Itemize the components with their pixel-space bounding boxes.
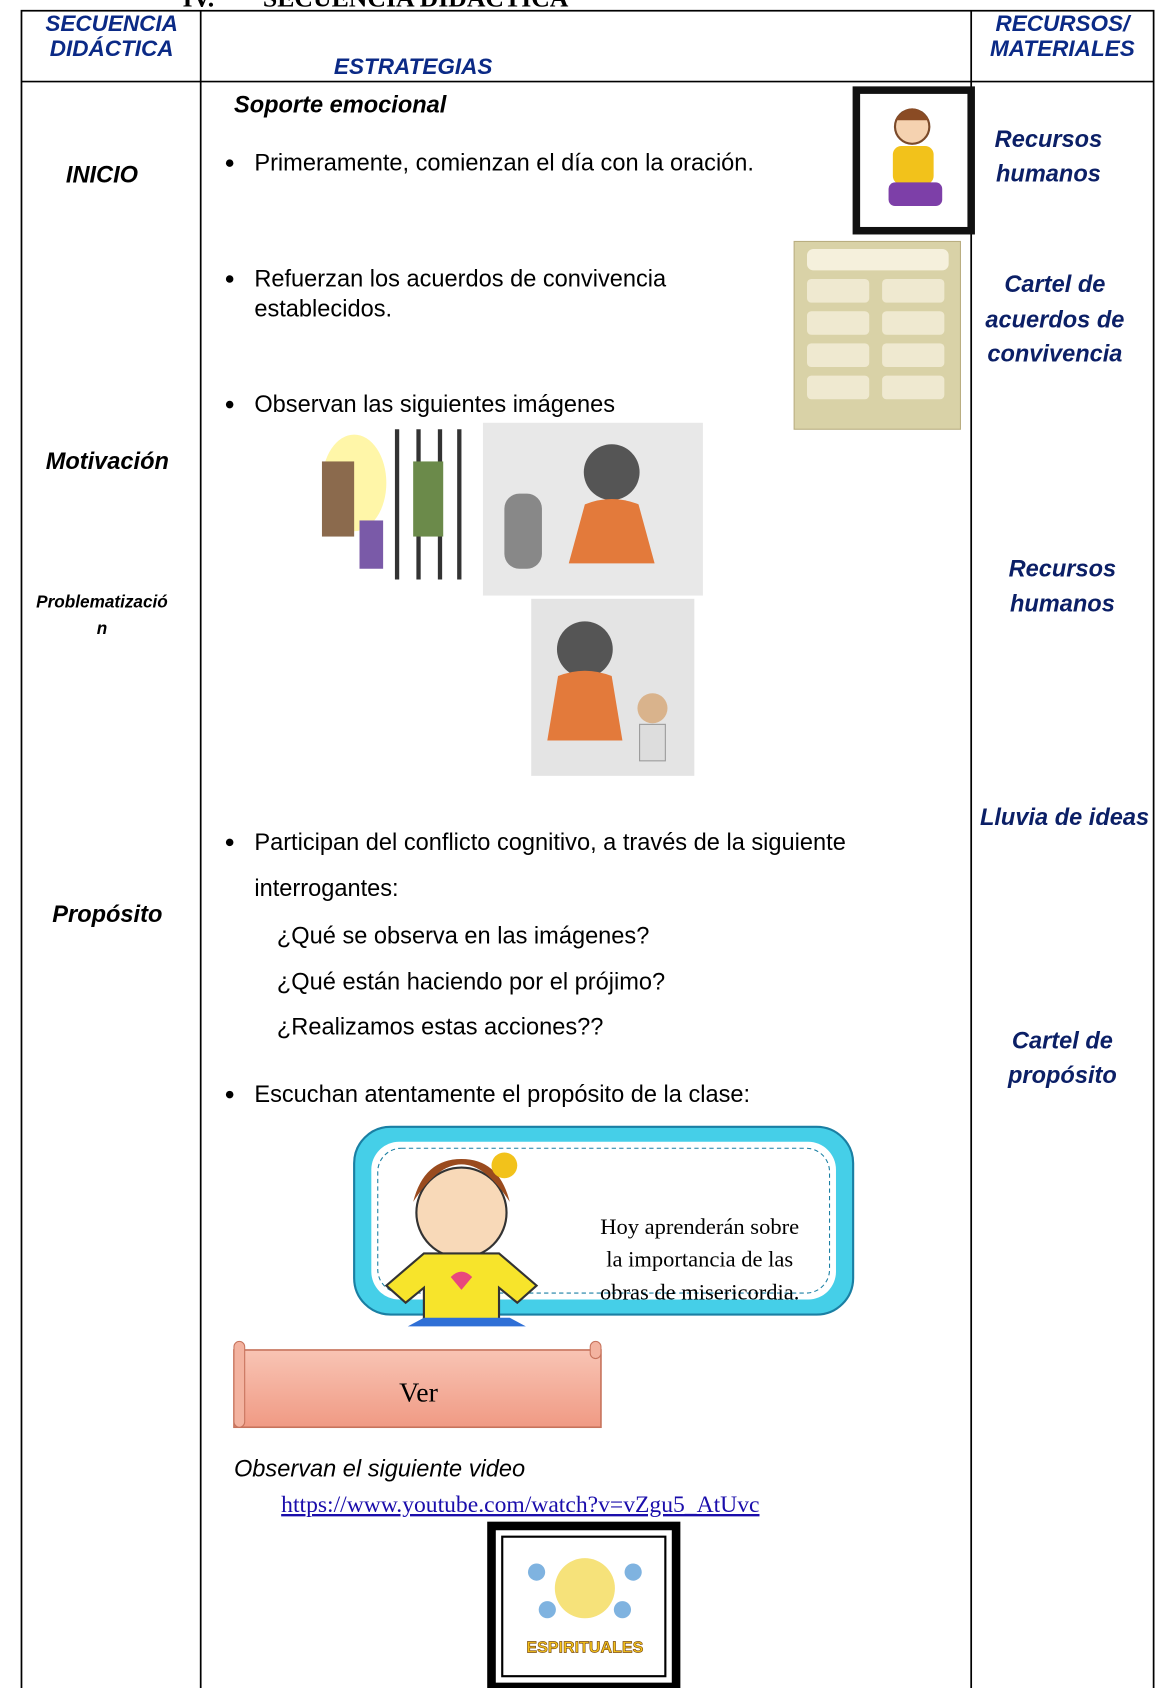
strategy-item: Participan del conflicto cognitivo, a tr… (254, 830, 846, 856)
picture-giving-shoes (531, 598, 695, 776)
strategy-item: Escuchan atentamente el propósito de la … (254, 1082, 750, 1108)
resource-label: humanos (996, 161, 1101, 187)
question: ¿Qué se observa en las imágenes? (277, 923, 649, 949)
thumbnail-text: ESPIRITUALES (526, 1639, 643, 1657)
video-link[interactable]: https://www.youtube.com/watch?v=vZgu5_At… (281, 1492, 759, 1518)
resource-label: Lluvia de ideas (980, 805, 1149, 831)
header-cell: SECUENCIA (45, 11, 178, 36)
bullets (225, 159, 234, 1099)
card-text: obras de misericordia. (600, 1280, 799, 1305)
purpose-card (353, 1125, 855, 1327)
strategy-item: establecidos. (254, 297, 392, 323)
strategy-item: Observan las siguientes imágenes (254, 392, 615, 418)
card-text: Hoy aprenderán sobre (600, 1214, 799, 1239)
scroll-button[interactable]: Ver (233, 1340, 602, 1429)
question: ¿Realizamos estas acciones?? (277, 1014, 604, 1040)
header-cell: MATERIALES (990, 36, 1135, 61)
section-title: SECUENCIA DIDÁCTICA (263, 0, 569, 12)
strategy-item: interrogantes: (254, 876, 398, 902)
resource-label: convivencia (987, 342, 1122, 368)
header-cell: ESTRATEGIAS (334, 54, 492, 79)
question: ¿Qué están haciendo por el prójimo? (277, 969, 665, 995)
card-text: la importancia de las (606, 1246, 793, 1271)
header-cell: RECURSOS/ (995, 11, 1132, 36)
resource-label: acuerdos de (985, 307, 1124, 333)
video-text: Observan el siguiente video (234, 1457, 525, 1483)
resource-label: Recursos (995, 127, 1103, 153)
stage-label: INICIO (66, 162, 138, 188)
picture-praying-woman (482, 422, 703, 596)
button-label[interactable]: Ver (399, 1377, 438, 1408)
stage-label: Motivación (46, 449, 169, 475)
section-number: IV. (182, 0, 214, 12)
stage-label: Propósito (52, 902, 162, 928)
resource-label: Cartel de (1004, 272, 1105, 298)
strategy-item: Refuerzan los acuerdos de convivencia (254, 267, 667, 293)
resource-label: Cartel de (1012, 1028, 1113, 1054)
picture-poster (793, 240, 961, 430)
resource-label: humanos (1010, 592, 1115, 618)
resource-label: propósito (1007, 1063, 1117, 1089)
header-cell: DIDÁCTICA (50, 36, 174, 61)
picture-prison-visit (311, 418, 467, 591)
strategy-heading: Soporte emocional (234, 93, 447, 119)
video-thumbnail: ESPIRITUALES (487, 1521, 681, 1688)
table-grid (20, 9, 1155, 1688)
strategy-item: Primeramente, comienzan el día con la or… (254, 151, 754, 177)
stage-label: n (97, 618, 107, 638)
resource-label: Recursos (1009, 556, 1117, 582)
stage-label: Problematizació (36, 591, 168, 611)
picture-praying-girl (852, 86, 975, 235)
